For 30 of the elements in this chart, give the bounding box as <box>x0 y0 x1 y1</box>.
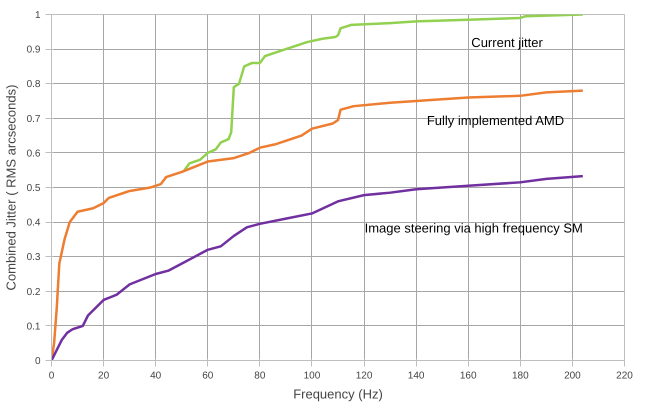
series-label: Fully implemented AMD <box>426 113 564 128</box>
y-tick-label: 0 <box>34 356 41 367</box>
y-tick-label: 0.9 <box>26 44 41 56</box>
y-tick-label: 0.6 <box>26 148 41 160</box>
y-tick-label: 0.2 <box>26 286 41 298</box>
x-tick-label: 100 <box>304 370 321 382</box>
x-tick-label: 0 <box>48 370 55 382</box>
x-tick-label: 120 <box>356 370 373 382</box>
y-tick-label: 0.8 <box>26 79 41 90</box>
x-tick-label: 20 <box>98 370 110 382</box>
x-tick-label: 220 <box>616 370 634 382</box>
y-tick-label: 0.7 <box>26 114 41 125</box>
x-axis-title: Frequency (Hz) <box>293 386 383 402</box>
x-tick-label: 180 <box>512 370 530 382</box>
y-tick-label: 0.4 <box>26 218 41 229</box>
x-tick-label: 200 <box>564 370 582 382</box>
x-tick-label: 60 <box>202 370 214 382</box>
y-axis-title: Combined Jitter ( RMS arcseconds) <box>4 84 19 290</box>
series-label: Image steering via high frequency SM <box>364 220 583 236</box>
x-tick-label: 140 <box>408 370 425 382</box>
y-tick-label: 0.5 <box>26 183 41 194</box>
y-tick-label: 0.3 <box>26 252 41 264</box>
series-label: Current jitter <box>471 35 544 50</box>
line-series <box>52 174 584 360</box>
x-tick-label: 40 <box>150 370 162 382</box>
y-tick-label: 0.1 <box>26 321 41 332</box>
y-tick-label: 1 <box>34 10 41 21</box>
line-series <box>183 14 584 172</box>
x-tick-label: 160 <box>460 370 478 382</box>
x-tick-label: 80 <box>254 370 266 382</box>
